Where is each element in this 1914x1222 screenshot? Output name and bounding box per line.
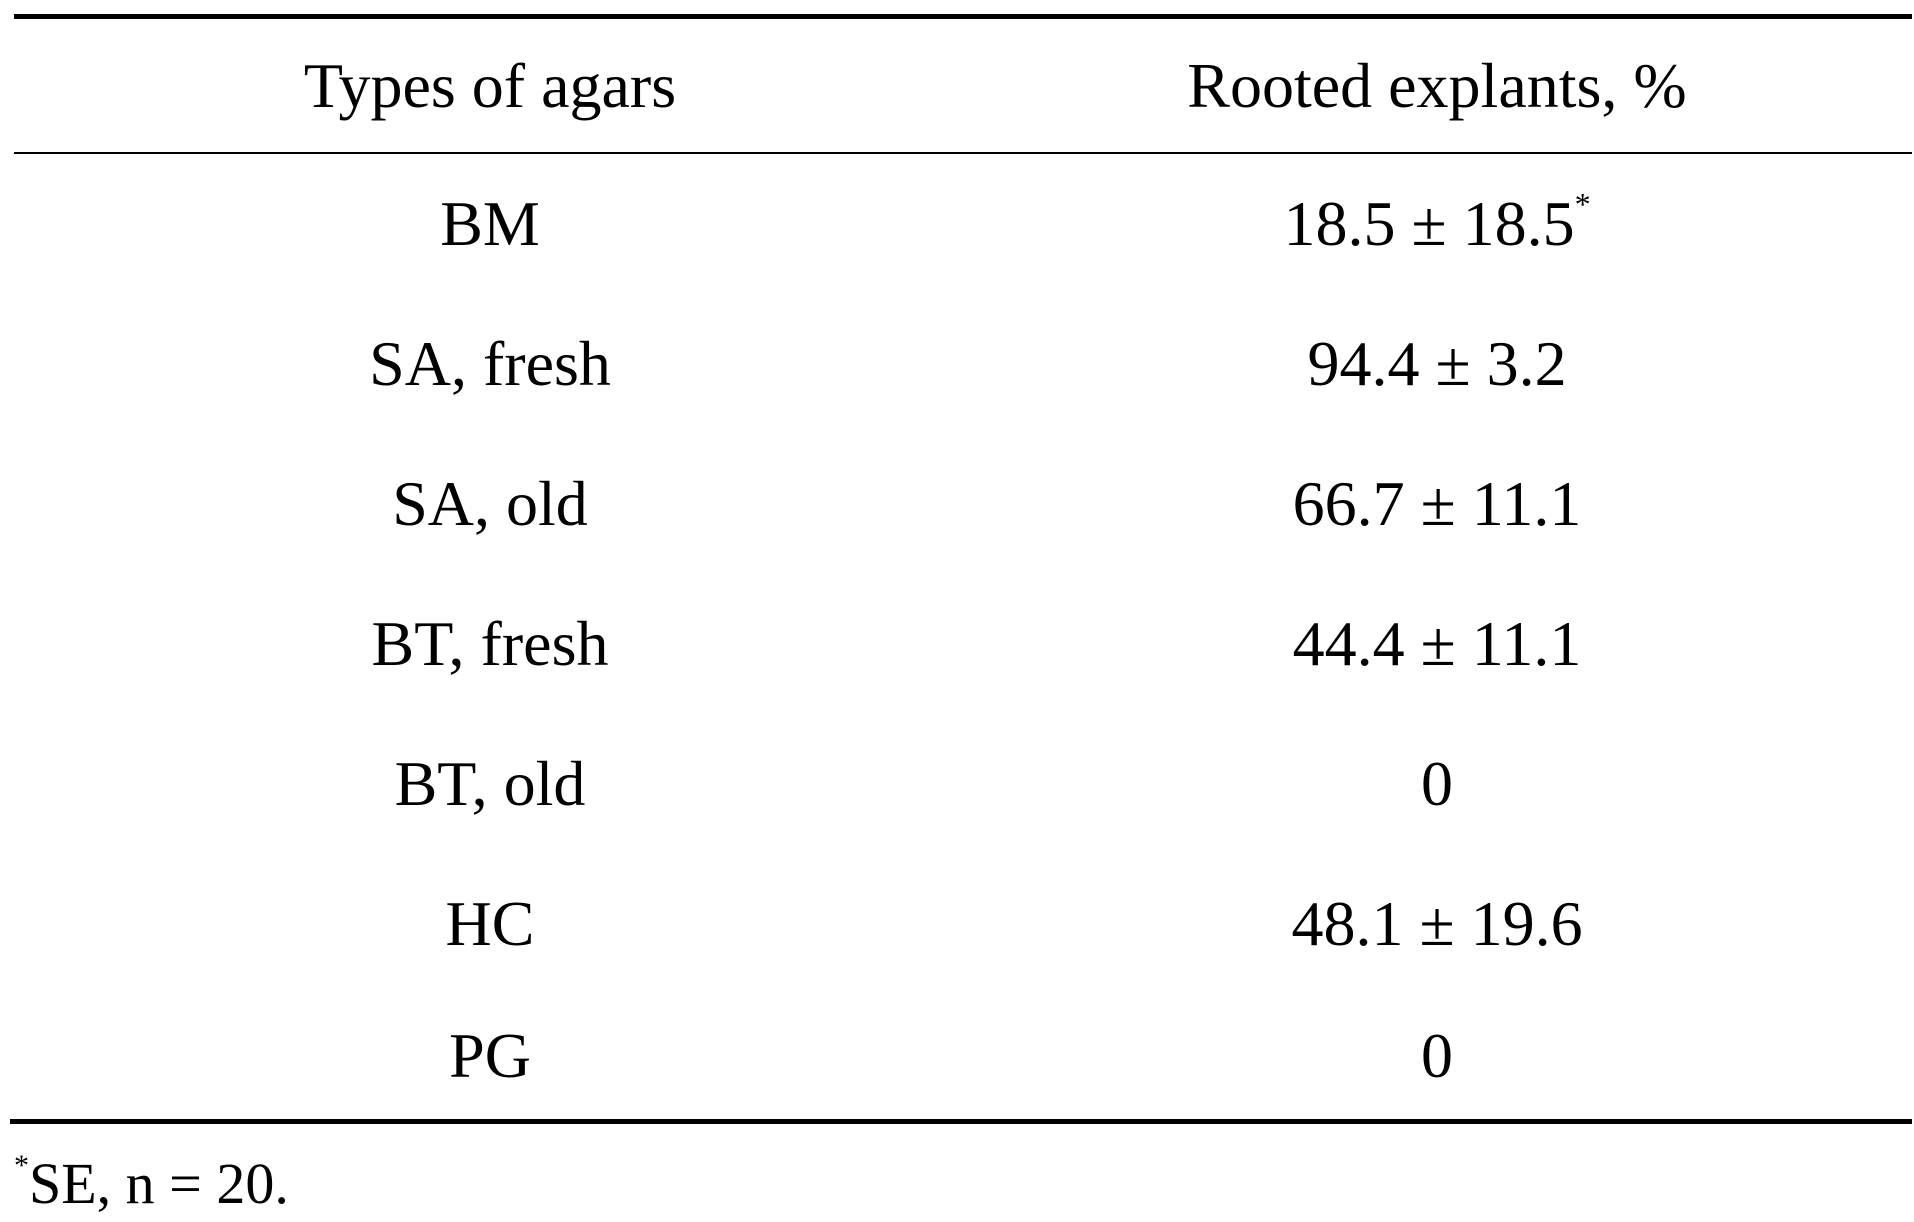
table-footnote: *SE, n = 20. — [14, 1151, 289, 1213]
table-row-value: 0 — [1421, 1020, 1453, 1091]
table-row-type: SA, fresh — [369, 328, 611, 399]
table-row-type: BM — [440, 188, 540, 259]
value-text: 18.5 ± 18.5 — [1283, 188, 1575, 259]
table-row-value: 66.7 ± 11.1 — [1292, 468, 1582, 539]
footnote-asterisk: * — [14, 1149, 29, 1182]
table-row-value: 48.1 ± 19.6 — [1291, 888, 1583, 959]
header-rule — [14, 152, 1912, 154]
table-row-value: 44.4 ± 11.1 — [1292, 608, 1582, 679]
table-row-type: BT, fresh — [371, 608, 609, 679]
top-rule — [14, 14, 1912, 19]
footnote-marker: * — [1574, 186, 1591, 222]
table-row-type: SA, old — [392, 468, 588, 539]
table-row-type: PG — [449, 1020, 531, 1091]
footnote-text: SE, n = 20. — [29, 1151, 289, 1216]
table-row-value: 0 — [1421, 748, 1453, 819]
bottom-rule — [10, 1119, 1912, 1124]
table-row-type: BT, old — [394, 748, 586, 819]
header-rooted-explants: Rooted explants, % — [1187, 50, 1687, 121]
table-row-value: 94.4 ± 3.2 — [1307, 328, 1567, 399]
header-types-of-agars: Types of agars — [303, 50, 677, 121]
table-row-type: HC — [445, 888, 535, 959]
table-row-value: 18.5 ± 18.5* — [960, 188, 1914, 256]
